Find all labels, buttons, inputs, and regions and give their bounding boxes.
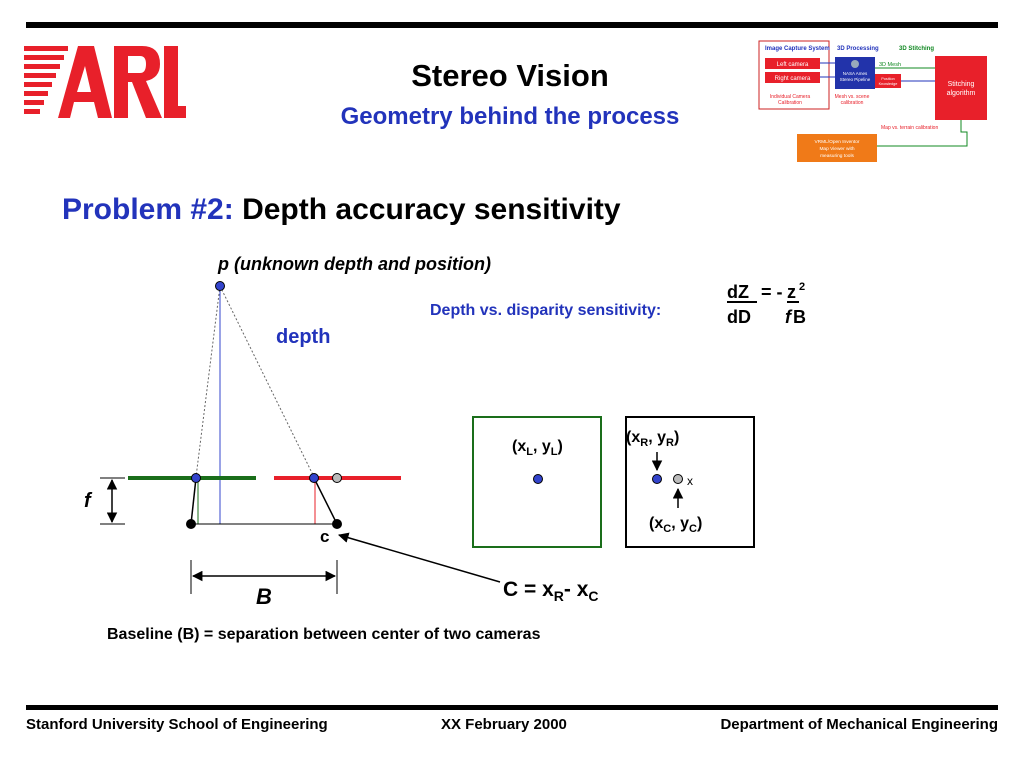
left-camera-box [765,58,820,69]
formula-z: z [787,282,796,302]
vrml-line-3: measuring tools [820,153,854,159]
depth-label: depth [276,326,330,348]
problem-heading: Problem #2: Depth accuracy sensitivity [62,193,621,227]
focal-length-label: f [84,490,93,512]
nasa-emblem-icon [851,60,859,68]
center-c-label: c [320,527,329,546]
baseline-label: B [256,584,272,609]
stereo-geometry-diagram: p (unknown depth and position) depth f c… [84,254,806,643]
point-p [215,281,225,291]
stitching-line-1: Stitching [948,81,975,88]
position-line-1: Position [881,77,895,81]
sensitivity-label: Depth vs. disparity sensitivity: [430,302,661,319]
right-projection [309,473,319,483]
mesh-scene-line-2: calibration [841,100,864,106]
vrml-viewer-box [797,134,877,162]
footer-center: XX February 2000 [441,716,567,733]
problem-label: Problem #2: [62,193,234,226]
formula-exponent: 2 [799,281,805,293]
left-image-box [472,416,602,548]
capture-frame [758,40,830,110]
formula-b: B [793,307,806,327]
page-title: Stereo Vision [411,58,609,93]
right-image-box [625,416,755,548]
map-terrain-label: Map vs. terrain calibration [881,125,938,131]
right-camera-label: Right camera [775,76,811,82]
right-image-center [673,474,683,484]
stage-3d-stitching: 3D Stitching [899,46,934,52]
arl-logo [24,46,186,118]
formula-dd: dD [727,307,751,327]
position-line-2: Knowledge [879,82,898,86]
right-camera-box [765,72,820,83]
left-image-point [533,474,543,484]
left-ray [195,285,221,478]
pipeline-diagram: Image Capture System 3D Processing 3D St… [758,40,987,162]
vrml-line-1: VRML/Open Inventor [814,139,859,145]
left-coord-label: (xL, yL) [512,438,563,458]
vrml-line-2: Map Viewer with [819,146,854,152]
left-projection [191,473,201,483]
right-center-projection [332,473,342,483]
right-camera-center [332,519,342,529]
footer-left: Stanford University School of Engineerin… [26,716,328,733]
problem-text: Depth accuracy sensitivity [242,193,621,226]
position-knowledge-box [875,74,901,88]
nasa-line-2: Stereo Pipeline [840,77,871,82]
stitching-box [935,56,987,120]
nasa-line-1: NASA Ames [843,71,868,76]
disparity-equation: C = xR- xC [503,578,599,604]
formula-f: f [785,307,793,327]
3d-mesh-label: 3D Mesh [879,62,901,68]
baseline-description: Baseline (B) = separation between center… [107,626,541,643]
bottom-rule [26,705,998,710]
x-mark: x [687,474,693,488]
footer-right: Department of Mechanical Engineering [720,716,998,733]
formula-dz: dZ [727,282,749,302]
right-ray [219,285,315,478]
left-camera-label: Left camera [777,62,809,68]
stage-3d-processing: 3D Processing [837,46,879,52]
camera-cal-line-2: Calibration [778,100,802,106]
page-subtitle: Geometry behind the process [340,103,680,130]
point-p-label: p (unknown depth and position) [217,254,491,274]
right-image-point [652,474,662,484]
right-coord-label: (xR, yR) [626,429,679,449]
camera-cal-line-1: Individual Camera [770,94,811,100]
formula-eq: = - [761,282,783,302]
left-camera-center [186,519,196,529]
stitching-line-2: algorithm [947,90,976,97]
stage-image-capture: Image Capture System [765,46,830,52]
mesh-scene-line-1: Mesh vs. scene [835,94,870,100]
top-rule [26,22,998,28]
center-coord-label: (xC, yC) [649,515,702,535]
